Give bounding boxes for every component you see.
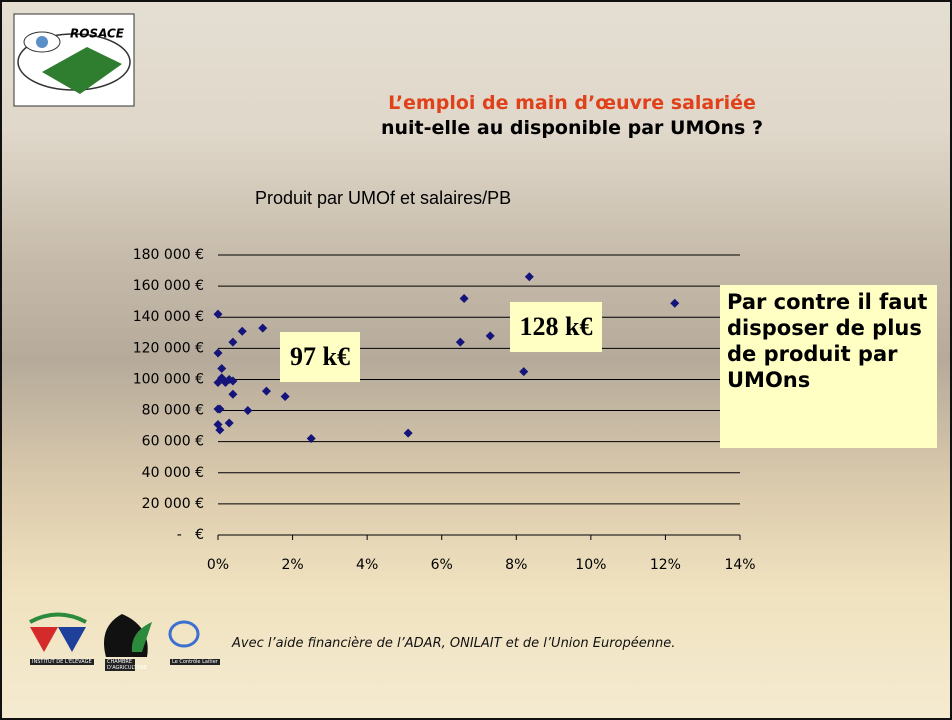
point bbox=[459, 294, 469, 304]
y-tick-label: 180 000 € bbox=[133, 247, 204, 263]
x-tick-label: 14% bbox=[724, 557, 755, 573]
point bbox=[306, 434, 316, 444]
y-tick-label: - € bbox=[177, 527, 204, 543]
point bbox=[455, 337, 465, 347]
note-box: Par contre il faut disposer de plus de p… bbox=[720, 285, 937, 448]
y-tick-label: 20 000 € bbox=[142, 496, 204, 512]
logo-pupil bbox=[36, 36, 48, 48]
y-tick-label: 140 000 € bbox=[133, 309, 204, 325]
point bbox=[215, 404, 225, 414]
logo-shape bbox=[168, 620, 200, 648]
x-tick-label: 8% bbox=[505, 557, 527, 573]
y-tick-label: 40 000 € bbox=[142, 465, 204, 481]
logo-caption: Le Contrôle Laitier bbox=[170, 659, 220, 665]
point bbox=[217, 364, 227, 374]
point bbox=[224, 418, 234, 428]
point bbox=[213, 309, 223, 319]
x-tick-label: 4% bbox=[356, 557, 378, 573]
x-tick-label: 12% bbox=[650, 557, 681, 573]
credit: Avec l’aide financière de l’ADAR, ONILAI… bbox=[232, 636, 676, 651]
point bbox=[403, 428, 413, 438]
point bbox=[237, 326, 247, 336]
title-line-2: nuit-elle au disponible par UMOns ? bbox=[380, 117, 763, 139]
point bbox=[228, 376, 238, 386]
x-tick-label: 10% bbox=[575, 557, 606, 573]
y-tick-label: 120 000 € bbox=[133, 340, 204, 356]
point bbox=[261, 386, 271, 396]
point bbox=[228, 337, 238, 347]
x-tick-label: 6% bbox=[431, 557, 453, 573]
annotation: 97 k€ bbox=[280, 332, 360, 382]
logo-caption: CHAMBRE D'AGRICULTURE bbox=[105, 659, 147, 671]
title-line-1: L’emploi de main d’œuvre salariée bbox=[388, 92, 756, 114]
point bbox=[213, 348, 223, 358]
y-tick-label: 80 000 € bbox=[142, 403, 204, 419]
point bbox=[243, 406, 253, 416]
x-tick-label: 2% bbox=[281, 557, 303, 573]
footer-logos bbox=[29, 612, 200, 657]
logo-field bbox=[42, 47, 122, 94]
y-tick-label: 60 000 € bbox=[142, 434, 204, 450]
logo-text: ROSACE bbox=[70, 27, 125, 41]
logo-shape bbox=[29, 612, 87, 624]
chart-title: Produit par UMOf et salaires/PB bbox=[255, 188, 512, 208]
logo: ROSACE bbox=[13, 13, 135, 107]
point bbox=[215, 425, 225, 435]
logo-shape bbox=[58, 627, 86, 652]
y-tick-label: 160 000 € bbox=[133, 278, 204, 294]
point bbox=[519, 367, 529, 377]
point bbox=[485, 331, 495, 341]
logo-caption: INSTITUT DE L'ELEVAGE bbox=[30, 659, 94, 665]
point bbox=[258, 323, 268, 333]
x-tick-label: 0% bbox=[207, 557, 229, 573]
logo-shape bbox=[131, 622, 152, 652]
y-tick-label: 100 000 € bbox=[133, 371, 204, 387]
point bbox=[524, 272, 534, 282]
logo-shape bbox=[30, 627, 58, 652]
point bbox=[228, 389, 238, 399]
annotation: 128 k€ bbox=[510, 302, 602, 352]
point bbox=[280, 392, 290, 402]
point bbox=[670, 298, 680, 308]
